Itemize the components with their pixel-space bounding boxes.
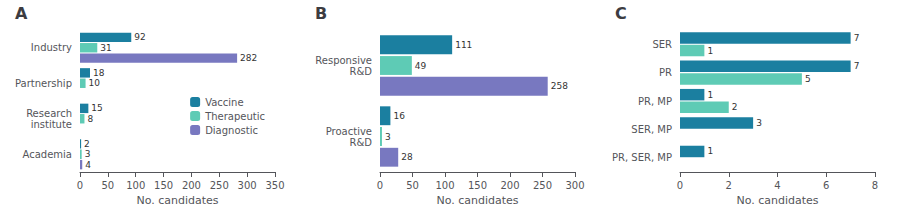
svg-text:Industry: Industry — [31, 42, 72, 53]
svg-text:300: 300 — [238, 180, 257, 191]
svg-text:0: 0 — [77, 180, 83, 191]
svg-text:8: 8 — [87, 114, 93, 124]
svg-text:PR, SER, MP: PR, SER, MP — [612, 152, 672, 163]
svg-text:1: 1 — [707, 46, 713, 56]
svg-text:350: 350 — [265, 180, 284, 191]
svg-text:No. candidates: No. candidates — [436, 194, 518, 207]
svg-text:7: 7 — [854, 61, 860, 71]
svg-text:150: 150 — [154, 180, 173, 191]
svg-text:1: 1 — [707, 90, 713, 100]
svg-text:0: 0 — [677, 180, 683, 191]
svg-text:Proactive: Proactive — [326, 126, 372, 137]
svg-text:3: 3 — [756, 118, 762, 128]
svg-text:50: 50 — [101, 180, 114, 191]
svg-text:4: 4 — [774, 180, 780, 191]
svg-text:Academia: Academia — [23, 149, 72, 160]
svg-text:258: 258 — [551, 81, 568, 91]
svg-text:50: 50 — [406, 180, 419, 191]
svg-text:institute: institute — [31, 119, 72, 130]
svg-text:3: 3 — [85, 149, 91, 159]
svg-text:Research: Research — [26, 108, 72, 119]
svg-text:4: 4 — [85, 160, 91, 170]
svg-text:2: 2 — [84, 139, 90, 149]
svg-text:100: 100 — [435, 180, 454, 191]
svg-text:3: 3 — [385, 132, 391, 142]
svg-text:10: 10 — [89, 78, 101, 88]
svg-text:31: 31 — [100, 43, 111, 53]
svg-text:250: 250 — [533, 180, 552, 191]
svg-text:18: 18 — [93, 68, 105, 78]
svg-text:250: 250 — [210, 180, 229, 191]
svg-text:Vaccine: Vaccine — [205, 97, 243, 108]
svg-text:28: 28 — [401, 152, 413, 162]
svg-text:No. candidates: No. candidates — [136, 194, 218, 207]
svg-text:Diagnostic: Diagnostic — [205, 125, 258, 136]
svg-text:Therapeutic: Therapeutic — [204, 111, 265, 122]
svg-text:7: 7 — [854, 33, 860, 43]
svg-text:SER: SER — [652, 39, 672, 50]
svg-text:1: 1 — [707, 146, 713, 156]
svg-text:2: 2 — [732, 102, 738, 112]
svg-text:R&D: R&D — [350, 66, 373, 77]
svg-text:8: 8 — [872, 180, 878, 191]
svg-text:R&D: R&D — [350, 137, 373, 148]
svg-text:SER, MP: SER, MP — [631, 124, 672, 135]
svg-text:PR: PR — [659, 67, 672, 78]
svg-text:15: 15 — [91, 103, 102, 113]
svg-text:6: 6 — [823, 180, 829, 191]
svg-text:Responsive: Responsive — [315, 55, 372, 66]
svg-text:111: 111 — [455, 40, 472, 50]
svg-text:No. candidates: No. candidates — [736, 194, 818, 207]
svg-text:Partnership: Partnership — [15, 78, 72, 89]
svg-text:49: 49 — [415, 61, 427, 71]
svg-text:0: 0 — [377, 180, 383, 191]
svg-text:5: 5 — [805, 74, 811, 84]
svg-text:16: 16 — [393, 111, 405, 121]
svg-text:150: 150 — [468, 180, 487, 191]
svg-text:A: A — [15, 4, 28, 23]
svg-text:282: 282 — [240, 53, 257, 63]
svg-text:PR, MP: PR, MP — [638, 96, 672, 107]
svg-text:2: 2 — [726, 180, 732, 191]
svg-text:B: B — [315, 4, 327, 23]
svg-text:300: 300 — [565, 180, 584, 191]
svg-text:100: 100 — [126, 180, 145, 191]
svg-text:200: 200 — [500, 180, 519, 191]
svg-text:200: 200 — [182, 180, 201, 191]
svg-text:92: 92 — [134, 32, 145, 42]
svg-text:C: C — [615, 4, 627, 23]
